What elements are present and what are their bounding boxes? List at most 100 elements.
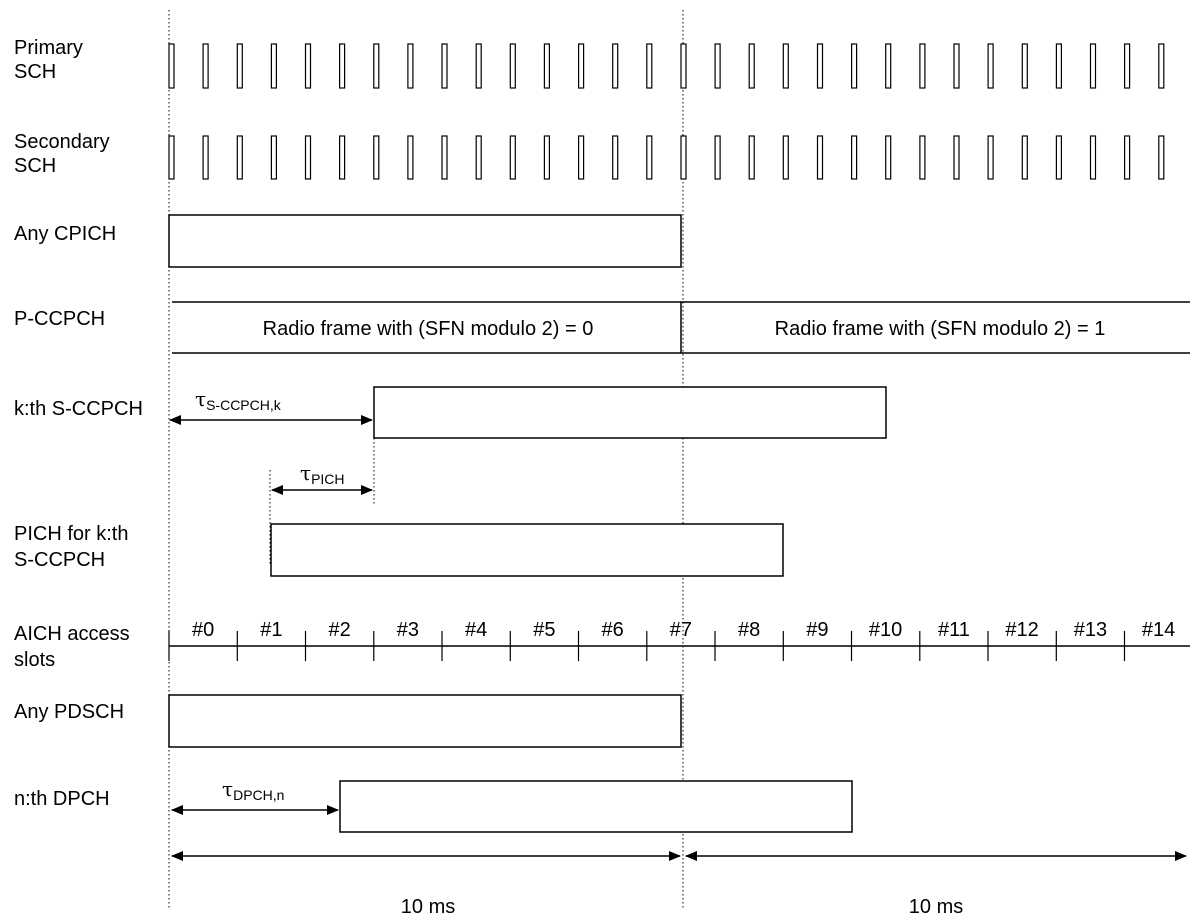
primary-sch-pulse: [236, 43, 243, 89]
p-ccpch-frame1-label: Radio frame with (SFN modulo 2) = 1: [775, 318, 1106, 340]
secondary-sch-pulse: [543, 135, 551, 180]
nth-dpch-bar: [339, 780, 853, 833]
secondary-sch-pulse: [850, 135, 858, 180]
primary-sch-pulse: [919, 43, 926, 89]
secondary-sch-pulse: [1158, 135, 1165, 180]
aich-label: AICH access slots: [14, 623, 135, 671]
secondary-sch-pulse: [168, 135, 175, 180]
aich-slot-label: #5: [533, 619, 555, 641]
primary-sch-pulse: [1021, 43, 1028, 89]
primary-sch-pulse: [646, 43, 653, 89]
secondary-sch-pulse: [577, 135, 585, 180]
secondary-sch-pulse: [885, 135, 892, 180]
any-pdsch-label: Any PDSCH: [14, 701, 124, 723]
secondary-sch-pulse: [270, 135, 277, 180]
aich-slot-label: #1: [260, 619, 282, 641]
primary-sch-pulse: [1158, 43, 1165, 89]
primary-sch-pulse: [1123, 43, 1131, 89]
tau-sccpch-label: τS-CCPCH,k: [195, 387, 282, 413]
primary-sch-pulse: [577, 43, 585, 89]
frame0-duration-label: 10 ms: [401, 896, 455, 918]
primary-sch-pulse: [953, 43, 960, 89]
any-cpich-label: Any CPICH: [14, 223, 116, 245]
nth-dpch-label: n:th DPCH: [14, 788, 110, 810]
secondary-sch-pulse: [646, 135, 653, 180]
primary-sch-pulse: [885, 43, 892, 89]
aich-slot-label: #6: [601, 619, 623, 641]
primary-sch-pulse: [339, 43, 346, 89]
any-pdsch-bar: [168, 694, 682, 748]
secondary-sch-pulses: [168, 135, 1165, 180]
aich-slot-label: #2: [328, 619, 350, 641]
secondary-sch-pulse: [612, 135, 619, 180]
secondary-sch-pulse: [236, 135, 243, 180]
secondary-sch-pulse: [748, 135, 755, 180]
primary-sch-pulse: [816, 43, 824, 89]
primary-sch-pulse: [748, 43, 755, 89]
aich-slot-label: #7: [670, 619, 692, 641]
pich-label: PICH for k:th S-CCPCH: [14, 523, 134, 571]
p-ccpch-label: P-CCPCH: [14, 308, 105, 330]
primary-sch-pulse: [168, 43, 175, 89]
aich-slot-label: #4: [465, 619, 487, 641]
primary-sch-pulse: [1089, 43, 1097, 89]
primary-sch-pulse: [714, 43, 721, 89]
any-cpich-bar: [168, 214, 682, 268]
secondary-sch-pulse: [509, 135, 516, 180]
secondary-sch-pulse: [202, 135, 209, 180]
primary-sch-pulse: [543, 43, 551, 89]
primary-sch-pulse: [373, 43, 380, 89]
primary-sch-label: Primary SCH: [14, 37, 88, 83]
secondary-sch-pulse: [304, 135, 312, 180]
kth-sccpch-label: k:th S-CCPCH: [14, 398, 143, 420]
primary-sch-pulse: [987, 43, 994, 89]
tau-pich-label: τPICH: [300, 461, 345, 487]
primary-sch-pulse: [270, 43, 277, 89]
aich-slot-label: #11: [938, 619, 970, 641]
aich-slot-label: #10: [869, 619, 902, 641]
aich-slot-label: #3: [397, 619, 419, 641]
aich-slot-label: #0: [192, 619, 214, 641]
secondary-sch-pulse: [987, 135, 994, 180]
aich-slot-label: #9: [806, 619, 828, 641]
pich-bar: [270, 523, 784, 577]
secondary-sch-pulse: [441, 135, 448, 180]
p-ccpch-frame0-label: Radio frame with (SFN modulo 2) = 0: [263, 318, 594, 340]
aich-slot-label: #14: [1142, 619, 1175, 641]
secondary-sch-pulse: [373, 135, 380, 180]
secondary-sch-pulse: [1123, 135, 1131, 180]
primary-sch-pulse: [1055, 43, 1063, 89]
tau-dpch-label: τDPCH,n: [222, 777, 284, 803]
aich-slot-ticks: [168, 631, 1126, 661]
secondary-sch-label: Secondary SCH: [14, 131, 115, 177]
primary-sch-pulse: [407, 43, 414, 89]
primary-sch-pulse: [475, 43, 482, 89]
primary-sch-pulse: [441, 43, 448, 89]
aich-slot-labels: #0 #1 #2 #3 #4 #5 #6 #7 #8 #9 #10 #11 #12 #13 #14: [192, 619, 1175, 641]
secondary-sch-pulse: [782, 135, 789, 180]
secondary-sch-pulse: [953, 135, 960, 180]
primary-sch-pulse: [509, 43, 516, 89]
secondary-sch-pulse: [1089, 135, 1097, 180]
primary-sch-pulse: [850, 43, 858, 89]
primary-sch-pulse: [612, 43, 619, 89]
secondary-sch-pulse: [339, 135, 346, 180]
secondary-sch-pulse: [1055, 135, 1063, 180]
secondary-sch-pulse: [407, 135, 414, 180]
primary-sch-pulse: [782, 43, 789, 89]
primary-sch-pulses: [168, 43, 1165, 89]
primary-sch-pulse: [202, 43, 209, 89]
primary-sch-pulse: [680, 43, 687, 89]
secondary-sch-pulse: [919, 135, 926, 180]
secondary-sch-pulse: [816, 135, 824, 180]
secondary-sch-pulse: [714, 135, 721, 180]
kth-sccpch-bar: [373, 386, 887, 439]
primary-sch-pulse: [304, 43, 312, 89]
aich-slot-label: #13: [1074, 619, 1107, 641]
frame1-duration-label: 10 ms: [909, 896, 963, 918]
aich-slot-label: #12: [1005, 619, 1038, 641]
secondary-sch-pulse: [680, 135, 687, 180]
secondary-sch-pulse: [1021, 135, 1028, 180]
secondary-sch-pulse: [475, 135, 482, 180]
